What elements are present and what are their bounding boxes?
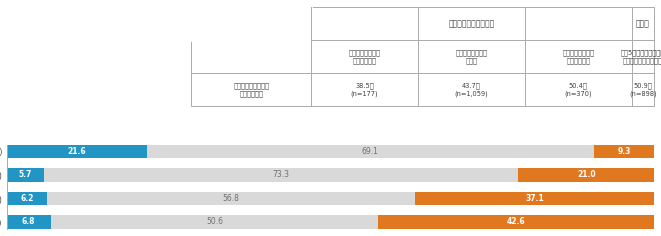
Text: もっと早い時期の
方が良かった: もっと早い時期の 方が良かった <box>563 49 594 63</box>
Text: 69.1: 69.1 <box>362 147 379 156</box>
Text: 50.4歳
(n=370): 50.4歳 (n=370) <box>564 83 592 97</box>
Bar <box>7 144 147 158</box>
Text: 6.2: 6.2 <box>20 194 33 203</box>
Bar <box>379 215 654 229</box>
Bar <box>147 144 594 158</box>
Text: 参　考: 参 考 <box>636 19 650 28</box>
Bar <box>7 192 47 205</box>
Bar <box>414 192 655 205</box>
Text: 現経営者の事業承継
時の平均年齢: 現経営者の事業承継 時の平均年齢 <box>233 82 269 97</box>
Text: 21.6: 21.6 <box>67 147 86 156</box>
Text: 最近5年間の現経営者の
事業承継時の平均年齢: 最近5年間の現経営者の 事業承継時の平均年齢 <box>621 49 661 63</box>
Text: 50.6: 50.6 <box>206 217 223 226</box>
Text: 43.7歳
(n=1,059): 43.7歳 (n=1,059) <box>455 83 488 97</box>
Text: 5.7: 5.7 <box>19 170 32 179</box>
Text: 37.1: 37.1 <box>525 194 544 203</box>
Text: 38.5歳
(n=177): 38.5歳 (n=177) <box>351 83 378 97</box>
Bar <box>47 192 414 205</box>
Bar <box>7 215 51 229</box>
Text: もっと遅い時期の
方が良かった: もっと遅い時期の 方が良かった <box>348 49 381 63</box>
Bar <box>518 168 654 182</box>
Bar <box>594 144 654 158</box>
Bar <box>191 7 654 106</box>
Text: 73.3: 73.3 <box>272 170 290 179</box>
Text: 事業承継のタイミング: 事業承継のタイミング <box>448 19 494 28</box>
Text: 56.8: 56.8 <box>222 194 239 203</box>
Text: 6.8: 6.8 <box>22 217 36 226</box>
Bar <box>7 168 44 182</box>
Text: 9.3: 9.3 <box>617 147 631 156</box>
Bar <box>51 215 379 229</box>
Text: ちょうど良い時期
だった: ちょうど良い時期 だった <box>455 49 487 63</box>
Text: 21.0: 21.0 <box>577 170 596 179</box>
Text: 42.6: 42.6 <box>507 217 525 226</box>
Bar <box>191 7 311 40</box>
Bar <box>44 168 518 182</box>
Text: 50.9歳
(n=898): 50.9歳 (n=898) <box>629 83 657 97</box>
